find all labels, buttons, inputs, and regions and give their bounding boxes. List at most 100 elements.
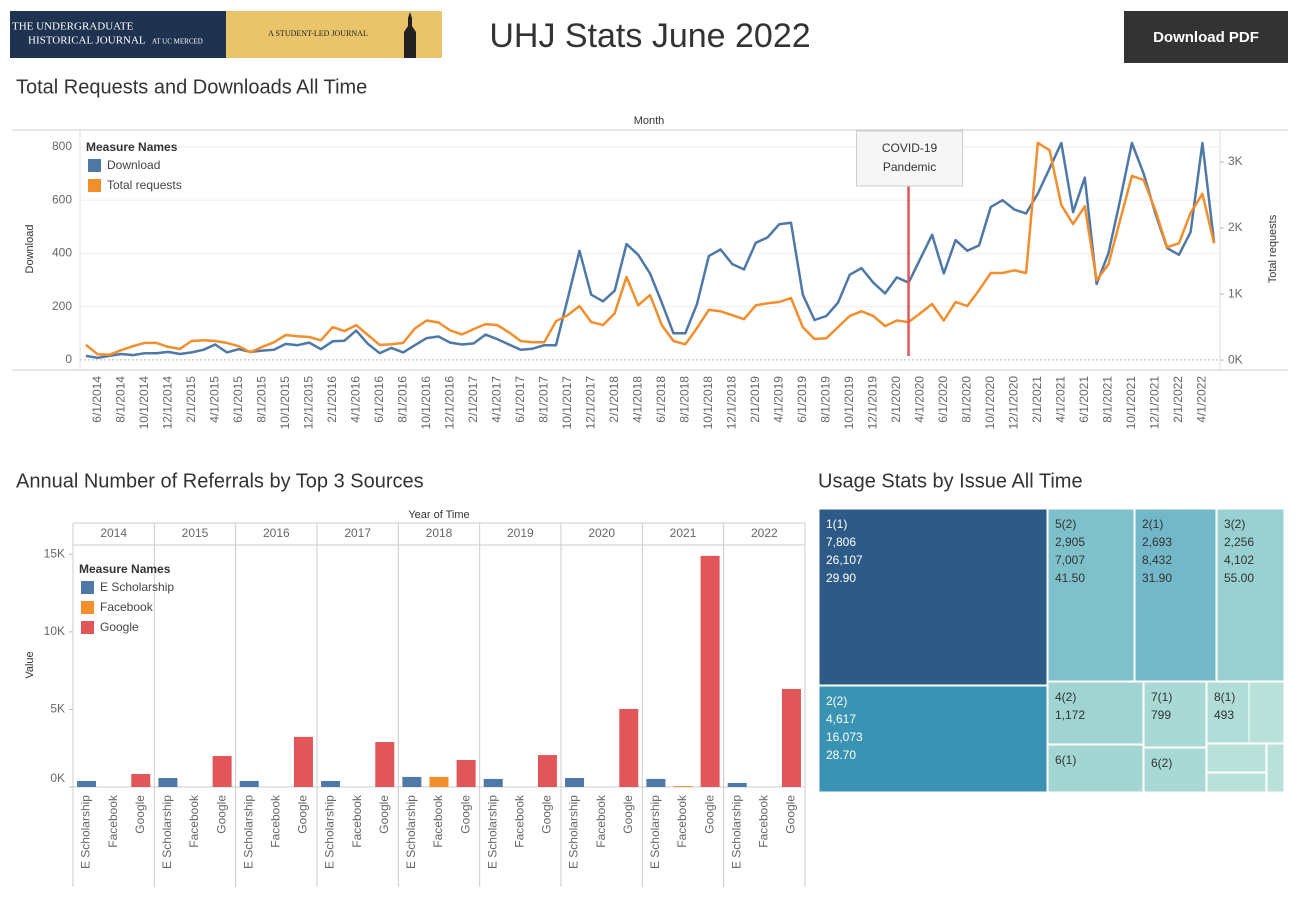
tile-value: 7,806 [826,535,856,549]
tile [1206,743,1267,773]
x-tick-label: 4/1/2017 [489,376,503,423]
x-tick-label: 10/1/2015 [278,376,292,430]
legend-label: Download [107,158,160,172]
bar [646,778,666,787]
bar [158,778,178,787]
tile-value: 8,432 [1142,553,1172,567]
x-tick-label: 2/1/2019 [748,376,762,423]
x-tick-label: 8/1/2020 [959,376,973,423]
y-tick-label: 200 [52,299,72,313]
tile-value: 2,693 [1142,535,1172,549]
legend-label: E Scholarship [100,580,174,594]
x-tick-label: 6/1/2017 [513,376,527,423]
section-title: Total Requests and Downloads All Time [16,76,367,98]
y-axis-title: Download [24,225,36,274]
legend-label: Total requests [107,178,182,192]
x-tick-label: 8/1/2016 [395,376,409,423]
x-tick-label: 6/1/2014 [90,376,104,423]
x-tick-label: 4/1/2021 [1054,376,1068,423]
x-tick-label: Facebook [513,794,527,848]
bar [375,742,395,787]
series-line [85,141,1216,357]
tile-value: 16,073 [826,730,863,744]
tile-value: 7,007 [1055,553,1085,567]
x-tick-label: 2/1/2021 [1030,376,1044,423]
x-tick-label: 12/1/2018 [724,376,738,430]
tile [1143,747,1207,793]
y-tick-label: 600 [52,192,72,206]
x-tick-label: 2/1/2020 [889,376,903,423]
x-tick-label: Google [702,795,716,834]
y2-axis-title: Total requests [1267,214,1279,283]
x-tick-label: 6/1/2021 [1077,376,1091,423]
annotation-box [856,130,964,187]
x-tick-label: Facebook [675,794,689,848]
legend-title: Measure Names [79,562,171,576]
section-title: Usage Stats by Issue All Time [818,470,1083,492]
x-tick-label: 6/1/2020 [936,376,950,423]
x-axis-title: Year of Time [408,509,469,521]
legend-label: Facebook [100,600,154,614]
x-tick-label: Google [458,795,472,834]
logo-line: AT UC MERCED [152,38,203,46]
x-tick-label: E Scholarship [160,795,174,869]
bar [700,555,720,787]
button-bg[interactable] [1124,11,1288,63]
x-tick-label: Facebook [187,794,201,848]
x-tick-label: E Scholarship [729,795,743,869]
x-tick-label: 6/1/2015 [231,376,245,423]
y2-tick-label: 2K [1228,220,1243,234]
x-tick-label: 8/1/2019 [818,376,832,423]
x-tick-label: 4/1/2020 [912,376,926,423]
annotation-text: Pandemic [883,160,936,174]
facet-label: 2016 [263,526,290,540]
download-button[interactable]: Download PDF [1124,11,1288,63]
bar [727,782,747,787]
bar [239,780,259,787]
bar [781,688,801,787]
button-label[interactable]: Download PDF [1153,29,1259,46]
y-tick-label: 0 [65,352,72,366]
x-tick-label: 2/1/2017 [466,376,480,423]
tile-value: 799 [1151,708,1171,722]
x-tick-label: 8/1/2015 [254,376,268,423]
facet-label: 2020 [588,526,615,540]
section-title: Annual Number of Referrals by Top 3 Sour… [16,470,424,492]
x-tick-label: E Scholarship [404,795,418,869]
y-axis-title: Value [24,651,36,678]
tile [1047,508,1135,682]
facet-label: 2018 [426,526,453,540]
logo-line: HISTORICAL JOURNAL [28,35,146,47]
x-tick-label: 12/1/2017 [583,376,597,430]
x-tick-label: 4/1/2016 [348,376,362,423]
y2-tick-label: 3K [1228,154,1243,168]
x-axis-title: Month [634,115,665,127]
x-tick-label: 10/1/2017 [560,376,574,430]
tile-value: 26,107 [826,553,863,567]
x-tick-label: 2/1/2015 [184,376,198,423]
x-tick-label: 6/1/2019 [795,376,809,423]
logo-tagline: A STUDENT-LED JOURNAL [268,29,368,38]
tile-label: 6(2) [1151,756,1172,770]
facet-label: 2021 [670,526,697,540]
x-tick-label: Facebook [269,794,283,848]
x-tick-label: Facebook [757,794,771,848]
legend-swatch [81,581,94,594]
facet-label: 2017 [344,526,371,540]
tile [1206,681,1250,744]
tile-label: 2(1) [1142,517,1163,531]
facet-label: 2015 [182,526,209,540]
facet-label: 2014 [100,526,127,540]
x-tick-label: 10/1/2018 [701,376,715,430]
y2-tick-label: 0K [1228,352,1243,366]
x-tick-label: 8/1/2014 [113,376,127,423]
bar [537,755,557,787]
y-tick-label: 800 [52,139,72,153]
legend-label: Google [100,620,139,634]
x-tick-label: Facebook [431,794,445,848]
x-tick-label: 12/1/2020 [1007,376,1021,430]
x-tick-label: Google [540,795,554,834]
x-tick-label: 4/1/2019 [771,376,785,423]
x-tick-label: Facebook [594,794,608,848]
x-tick-label: 12/1/2016 [442,376,456,430]
